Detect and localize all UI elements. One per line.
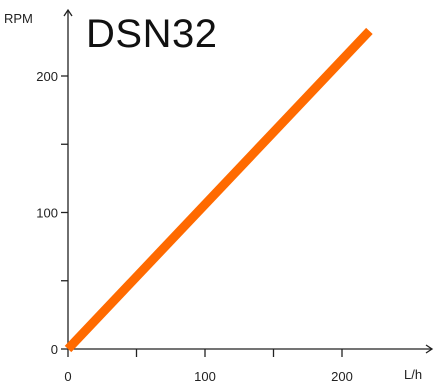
y-tick-label: 0 xyxy=(51,342,58,357)
x-axis-label: L/h xyxy=(404,367,423,382)
x-tick-label: 200 xyxy=(331,369,353,384)
y-tick-label: 200 xyxy=(36,69,58,84)
x-tick-label: 0 xyxy=(64,369,71,384)
series-line xyxy=(64,27,373,353)
x-axis-arrow xyxy=(425,344,434,354)
y-axis-label: RPM xyxy=(4,11,33,26)
x-tick-label: 100 xyxy=(194,369,216,384)
y-axis-arrow xyxy=(63,8,73,17)
y-tick-label: 100 xyxy=(36,206,58,221)
chart-title: DSN32 xyxy=(86,12,218,56)
